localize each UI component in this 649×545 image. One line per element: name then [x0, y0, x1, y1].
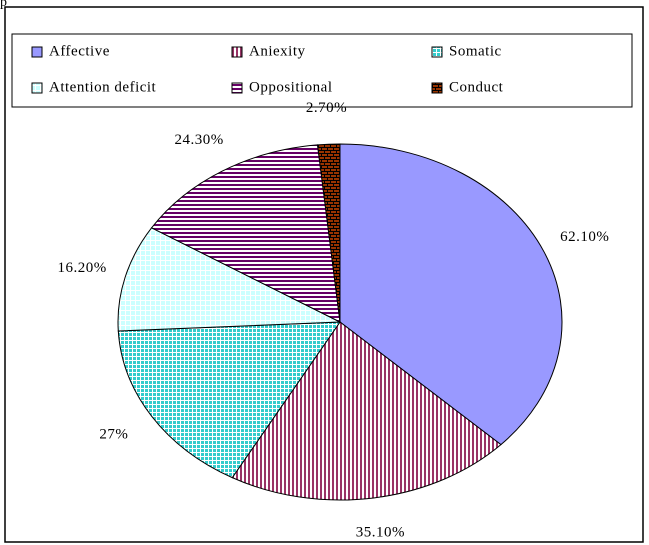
- pie-slice: [339, 143, 563, 446]
- data-label: 2.70%: [306, 100, 347, 116]
- chart-frame: [4, 6, 644, 543]
- legend-label: Affective: [49, 43, 110, 59]
- legend-label: Conduct: [449, 79, 504, 95]
- legend-label: Somatic: [449, 43, 502, 59]
- legend-label: Attention deficit: [49, 79, 157, 95]
- pie-slice: [117, 321, 341, 479]
- legend-swatch: [31, 46, 43, 58]
- data-label: 16.20%: [57, 260, 106, 276]
- pie-slice: [117, 227, 341, 332]
- fragment-text: p: [0, 0, 7, 10]
- legend-swatch: [231, 82, 243, 94]
- pie-slice: [150, 144, 341, 323]
- data-label: 35.10%: [356, 525, 405, 541]
- legend-swatch: [31, 82, 43, 94]
- data-label: 27%: [99, 426, 128, 442]
- data-label: 62.10%: [560, 229, 609, 245]
- pie-slice: [231, 321, 502, 501]
- legend-label: Aniexity: [249, 43, 306, 59]
- legend-swatch: [431, 46, 443, 58]
- legend-box: [11, 33, 633, 108]
- pie-slice: [316, 143, 341, 323]
- legend-label: Oppositional: [249, 79, 333, 95]
- data-label: 24.30%: [174, 132, 223, 148]
- legend-swatch: [231, 46, 243, 58]
- legend-swatch: [431, 82, 443, 94]
